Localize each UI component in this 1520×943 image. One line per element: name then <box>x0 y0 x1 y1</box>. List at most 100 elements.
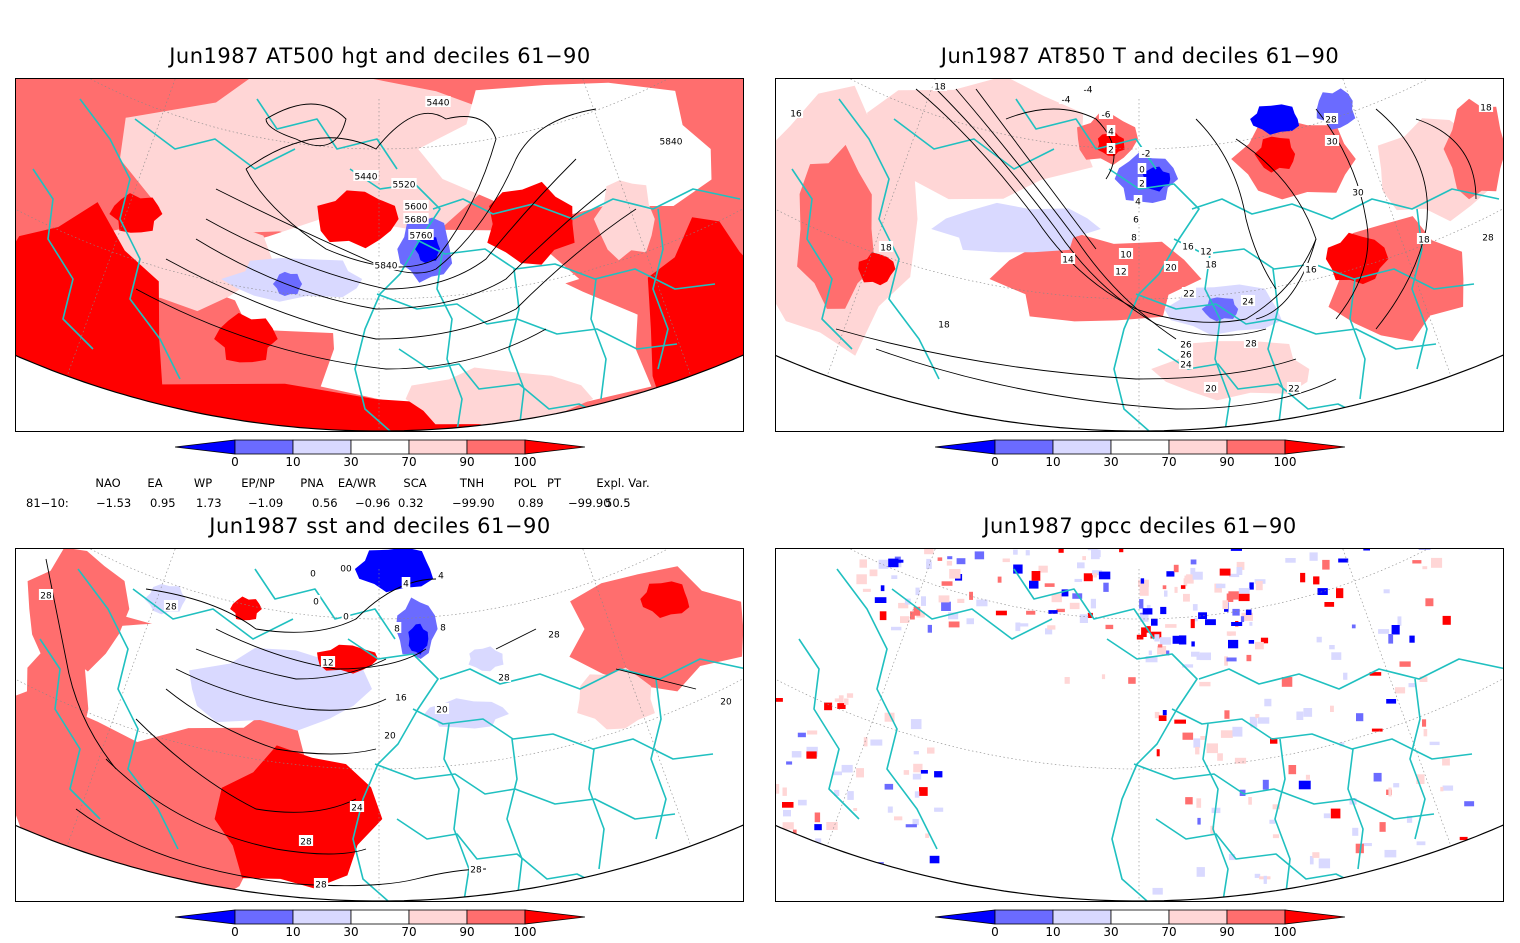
precip-cell <box>1185 576 1190 580</box>
precip-cell <box>1159 715 1167 721</box>
colorbar-tick-label: 10 <box>1045 455 1060 469</box>
precip-cell <box>1197 655 1203 660</box>
precip-cell <box>1395 687 1405 693</box>
precip-cell <box>1196 798 1201 808</box>
precip-cell <box>938 557 943 561</box>
index-value: 0.89 <box>518 496 544 510</box>
precip-cell <box>949 569 960 579</box>
colorbar-tick-label: 90 <box>1219 925 1234 939</box>
precip-cell <box>1312 852 1319 858</box>
colorbar-tick-label: 70 <box>1161 925 1176 939</box>
precip-cell <box>1059 549 1064 553</box>
precip-cell <box>1227 631 1236 635</box>
colorbar-tick-label: 100 <box>514 455 537 469</box>
precip-cell <box>807 731 817 735</box>
contour-label: 14 <box>1062 256 1074 266</box>
precip-cell <box>1322 560 1329 570</box>
precip-cell <box>913 774 921 780</box>
precip-cell <box>1289 765 1297 774</box>
contour-label: 28 <box>300 838 312 848</box>
contour-label: -4 <box>1084 86 1093 96</box>
contour-label: 28 <box>470 866 482 876</box>
contour-label: 24 <box>1242 298 1254 308</box>
precip-cell <box>880 611 887 620</box>
colorbar-arrow-low <box>935 440 995 454</box>
contour-label: 12 <box>1115 268 1126 278</box>
precip-cell <box>1343 673 1347 680</box>
precip-cell <box>1106 625 1114 629</box>
precip-cell <box>1163 710 1167 715</box>
precip-cell <box>1102 674 1105 679</box>
index-value: 50.5 <box>605 496 631 510</box>
contour-label: 20 <box>1165 264 1177 274</box>
contour-label: 16 <box>395 694 407 704</box>
contour-label: 5840 <box>660 138 683 148</box>
precip-cell <box>847 791 854 800</box>
colorbar-tick-label: 10 <box>285 455 300 469</box>
precip-cell <box>1099 572 1110 580</box>
precip-cell <box>1329 645 1335 649</box>
colorbar-segment <box>1111 910 1169 924</box>
precip-cell <box>1154 634 1159 641</box>
index-value: −1.09 <box>248 496 283 510</box>
precip-cell <box>1057 609 1065 612</box>
contour-label: 12 <box>1200 248 1211 258</box>
contour-label: 12 <box>322 659 333 669</box>
contour-label: 28 <box>315 881 327 891</box>
precip-cell <box>776 784 779 794</box>
colorbar-tick-label: 70 <box>401 925 416 939</box>
precip-cell <box>1336 588 1343 598</box>
colorbar-segment <box>293 910 351 924</box>
precip-cell <box>996 611 1007 616</box>
contour-label: 18 <box>1418 236 1430 246</box>
colorbar-segment <box>1227 440 1285 454</box>
index-row-label: 81−10: <box>26 496 69 510</box>
index-header: Expl. Var. <box>596 476 649 490</box>
precip-cell <box>1422 566 1427 569</box>
precip-cell <box>856 574 867 584</box>
precip-cell <box>798 733 806 738</box>
contour-label: 30 <box>1352 189 1364 199</box>
precip-cell <box>1163 585 1167 589</box>
precip-cell <box>915 791 920 797</box>
precip-cell <box>957 599 964 603</box>
precip-cell <box>1249 640 1254 644</box>
colorbar-segment <box>1053 440 1111 454</box>
precip-cell <box>1392 625 1400 635</box>
colorbar-arrow-high <box>1285 440 1345 454</box>
precip-cell <box>1378 629 1389 634</box>
precip-cell <box>1228 591 1238 599</box>
precip-cell <box>1319 859 1330 869</box>
precip-cell <box>1412 560 1421 563</box>
precip-cell <box>1363 843 1372 846</box>
precip-cell <box>1160 607 1166 614</box>
index-header: SCA <box>403 476 426 490</box>
precip-cell <box>1324 813 1330 818</box>
precip-cell <box>1128 677 1136 684</box>
precip-cell <box>1224 710 1229 719</box>
precip-cell <box>1256 581 1263 590</box>
colorbar-segment <box>351 440 409 454</box>
contour-label: 8 <box>1131 234 1137 244</box>
contour-label: 16 <box>1182 243 1194 253</box>
precip-cell <box>1269 820 1275 824</box>
precip-cell <box>1409 636 1414 643</box>
precip-cell <box>919 787 928 796</box>
precip-cell <box>1045 583 1055 587</box>
precip-cell <box>947 556 952 559</box>
precip-cell <box>975 551 984 559</box>
contour-label: 5760 <box>410 232 433 242</box>
colorbar-tick-label: 70 <box>401 455 416 469</box>
precip-cell <box>1352 625 1356 629</box>
precip-cell <box>949 622 960 628</box>
colorbar-tick-label: 90 <box>1219 455 1234 469</box>
index-header: PNA <box>300 476 323 490</box>
contour-label: 16 <box>790 110 802 120</box>
precip-cell <box>1285 558 1295 563</box>
precip-cell <box>1249 582 1253 589</box>
precip-cell <box>839 695 844 703</box>
precip-cell <box>1191 560 1197 565</box>
